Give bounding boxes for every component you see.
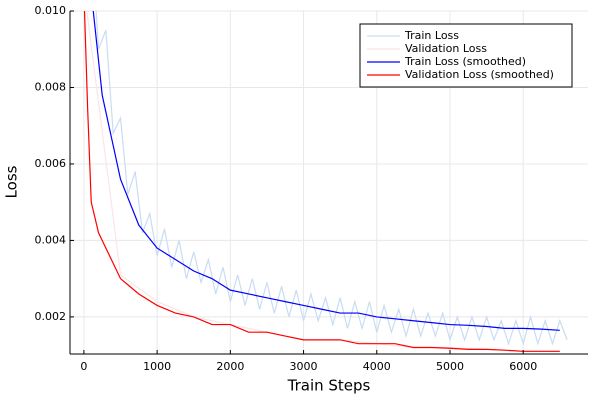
plot-area [83, 11, 568, 352]
legend-label: Train Loss [404, 29, 459, 42]
x-tick-label: 6000 [509, 360, 537, 373]
data-line [95, 11, 568, 346]
x-axis-label: Train Steps [287, 377, 371, 395]
legend-label: Train Loss (smoothed) [404, 55, 526, 68]
x-tick-label: 1000 [143, 360, 171, 373]
x-tick-label: 5000 [436, 360, 464, 373]
legend-label: Validation Loss (smoothed) [405, 68, 554, 81]
x-tick-label: 4000 [363, 360, 391, 373]
y-tick-label: 0.010 [35, 4, 67, 17]
y-tick-label: 0.004 [35, 233, 67, 246]
data-line [92, 11, 560, 331]
y-axis-label: Loss [3, 165, 21, 198]
x-tick-label: 0 [80, 360, 87, 373]
x-tick-label: 3000 [290, 360, 318, 373]
y-tick-label: 0.008 [35, 80, 67, 93]
y-tick-label: 0.002 [35, 310, 67, 323]
legend-label: Validation Loss [405, 42, 487, 55]
data-line [83, 11, 560, 352]
x-tick-label: 2000 [216, 360, 244, 373]
legend-box [359, 23, 573, 88]
y-tick-label: 0.006 [35, 157, 67, 170]
